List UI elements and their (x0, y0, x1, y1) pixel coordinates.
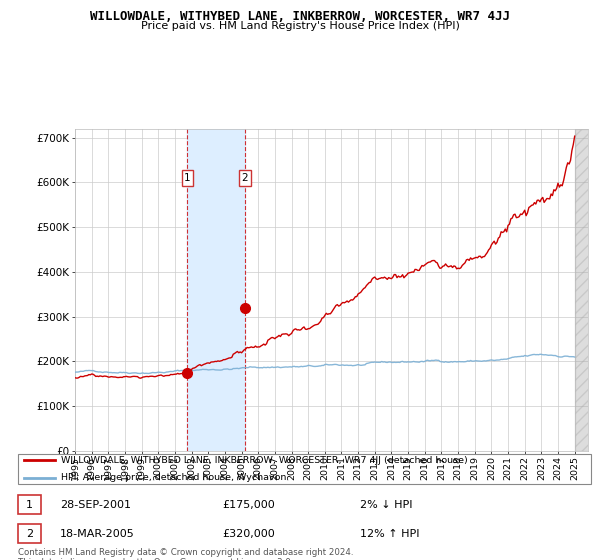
Text: HPI: Average price, detached house, Wychavon: HPI: Average price, detached house, Wych… (61, 473, 286, 482)
Text: Price paid vs. HM Land Registry's House Price Index (HPI): Price paid vs. HM Land Registry's House … (140, 21, 460, 31)
Text: 18-MAR-2005: 18-MAR-2005 (60, 529, 135, 539)
Text: 1: 1 (184, 173, 191, 183)
Text: £320,000: £320,000 (222, 529, 275, 539)
Text: Contains HM Land Registry data © Crown copyright and database right 2024.
This d: Contains HM Land Registry data © Crown c… (18, 548, 353, 560)
Text: 2% ↓ HPI: 2% ↓ HPI (360, 500, 413, 510)
Text: 2: 2 (242, 173, 248, 183)
Text: 1: 1 (26, 500, 33, 510)
Bar (575, 129, 592, 451)
Text: 28-SEP-2001: 28-SEP-2001 (60, 500, 131, 510)
Text: WILLOWDALE, WITHYBED LANE, INKBERROW, WORCESTER, WR7 4JJ (detached house): WILLOWDALE, WITHYBED LANE, INKBERROW, WO… (61, 456, 468, 465)
Text: 2: 2 (26, 529, 33, 539)
Text: £175,000: £175,000 (222, 500, 275, 510)
Text: 12% ↑ HPI: 12% ↑ HPI (360, 529, 419, 539)
Text: WILLOWDALE, WITHYBED LANE, INKBERROW, WORCESTER, WR7 4JJ: WILLOWDALE, WITHYBED LANE, INKBERROW, WO… (90, 10, 510, 22)
Bar (187, 129, 245, 451)
